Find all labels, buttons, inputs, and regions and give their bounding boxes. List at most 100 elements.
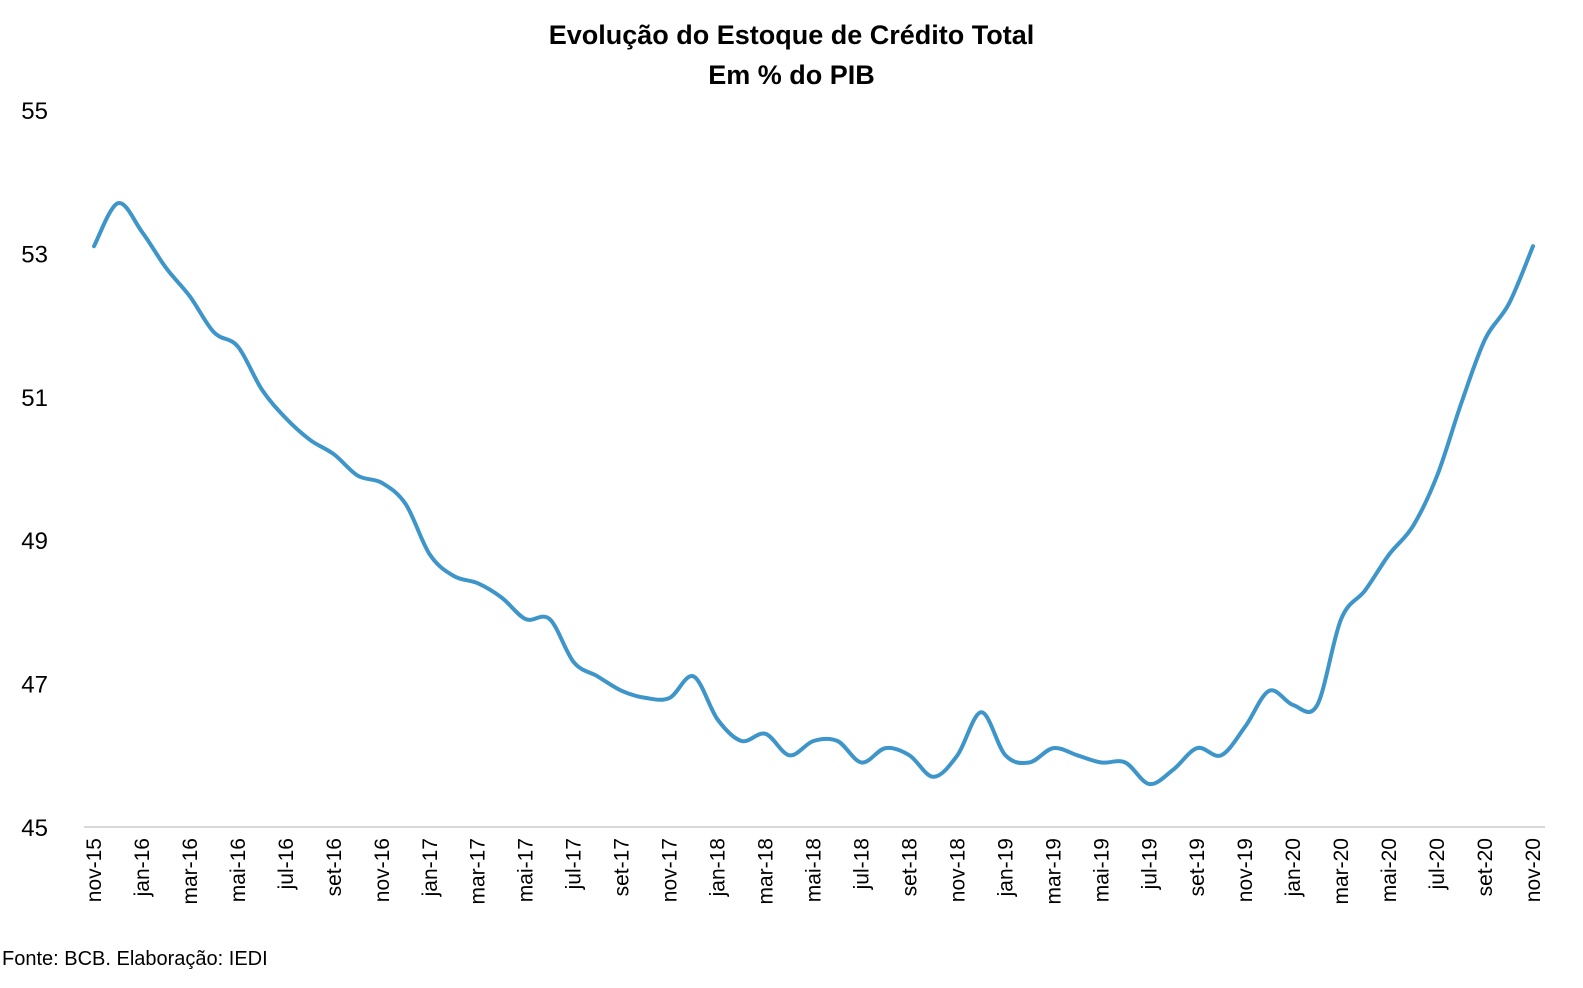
x-tick-label: jul-16: [275, 838, 298, 890]
x-tick-label: set-17: [611, 838, 634, 896]
data-point: fev-16: 52.8: [164, 266, 168, 270]
data-point: nov-20: 53.1: [1531, 244, 1535, 248]
y-tick-label: 53: [21, 241, 48, 268]
data-point: jan-17: 48.8: [428, 553, 432, 557]
x-tick-label: jul-18: [850, 838, 873, 890]
data-point: dez-16: 49.5: [404, 502, 408, 506]
data-point: mai-20: 48.8: [1387, 553, 1391, 557]
data-point: fev-20: 46.7: [1315, 703, 1319, 707]
data-point: nov-16: 49.8: [380, 481, 384, 485]
x-tick-label: set-18: [898, 838, 921, 896]
data-point: jan-16: 53.3: [140, 230, 144, 234]
x-tick-label: jan-17: [419, 838, 442, 897]
x-tick-label: mar-18: [755, 838, 778, 905]
data-point: mar-16: 52.4: [188, 294, 192, 298]
data-point: mar-17: 48.4: [476, 581, 480, 585]
x-tick-label: mai-19: [1090, 838, 1113, 902]
data-point: mai-17: 47.9: [524, 617, 528, 621]
data-point: nov-15: 53.1: [92, 244, 96, 248]
data-point: jul-17: 47.3: [572, 660, 576, 664]
y-axis-ticks: 45 47 49 51 53 55: [21, 98, 48, 842]
x-tick-label: set-19: [1186, 838, 1209, 896]
data-point: ago-19: 45.8: [1171, 768, 1175, 772]
chart-title: Evolução do Estoque de Crédito Total: [548, 20, 1035, 50]
data-point: nov-17: 46.8: [668, 696, 672, 700]
x-tick-label: nov-19: [1234, 838, 1257, 902]
data-point: out-19: 46: [1219, 753, 1223, 757]
x-tick-label: mar-19: [1042, 838, 1065, 905]
data-point: set-16: 50.2: [332, 452, 336, 456]
data-point: jan-18: 46.5: [716, 717, 720, 721]
x-tick-label: jul-20: [1426, 838, 1449, 890]
data-point: jul-18: 45.9: [859, 760, 863, 764]
data-point: fev-17: 48.5: [452, 574, 456, 578]
x-tick-label: set-16: [323, 838, 346, 896]
x-tick-label: jan-16: [131, 838, 154, 897]
data-point: dez-19: 46.9: [1267, 689, 1271, 693]
data-point: jan-19: 46: [1003, 753, 1007, 757]
data-point: jun-18: 46.2: [835, 739, 839, 743]
data-point: jun-20: 49.2: [1411, 524, 1415, 528]
data-point: ago-20: 50.9: [1459, 402, 1463, 406]
data-point: jan-20: 46.7: [1291, 703, 1295, 707]
data-point: abr-20: 48.3: [1363, 588, 1367, 592]
data-point: dez-15: 53.7: [116, 201, 120, 205]
data-point: jun-17: 47.9: [548, 617, 552, 621]
x-tick-label: nov-20: [1522, 838, 1545, 902]
x-tick-label: mar-20: [1330, 838, 1353, 905]
x-tick-label: jul-17: [563, 838, 586, 890]
data-point: jul-20: 49.9: [1435, 474, 1439, 478]
line-chart: 45 47 49 51 53 55 nov-15 jan-16 mar-16 mai-16 jul…: [21, 98, 1545, 905]
data-point: mar-20: 47.9: [1339, 617, 1343, 621]
x-tick-label: mar-17: [467, 838, 490, 905]
x-tick-label: jul-19: [1138, 838, 1161, 890]
data-point: jun-16: 51.1: [260, 388, 264, 392]
data-point: abr-18: 46: [788, 753, 792, 757]
data-point: mai-16: 51.7: [236, 345, 240, 349]
x-tick-label: nov-16: [371, 838, 394, 902]
data-point: nov-19: 46.4: [1243, 725, 1247, 729]
x-tick-label: jan-19: [994, 838, 1017, 897]
source-note: Fonte: BCB. Elaboração: IEDI: [2, 948, 268, 970]
data-point: set-19: 46.1: [1195, 746, 1199, 750]
data-point: ago-16: 50.4: [308, 438, 312, 442]
y-tick-label: 45: [21, 815, 48, 842]
x-tick-label: jan-18: [707, 838, 730, 897]
data-point: set-18: 46: [907, 753, 911, 757]
y-tick-label: 51: [21, 385, 48, 412]
data-point: dez-17: 47.1: [692, 674, 696, 678]
x-tick-label: mai-20: [1378, 838, 1401, 902]
data-point: fev-18: 46.2: [740, 739, 744, 743]
y-tick-label: 55: [21, 98, 48, 125]
x-tick-label: mar-16: [179, 838, 202, 905]
data-point: out-17: 46.8: [644, 696, 648, 700]
x-axis-ticks: nov-15 jan-16 mar-16 mai-16 jul-16 set-16 nov-…: [83, 838, 1545, 905]
x-tick-label: mai-17: [515, 838, 538, 902]
data-point: ago-17: 47.1: [596, 674, 600, 678]
x-tick-label: set-20: [1474, 838, 1497, 896]
data-point: out-18: 45.7: [931, 775, 935, 779]
data-point: ago-18: 46.1: [883, 746, 887, 750]
x-tick-label: mai-18: [803, 838, 826, 902]
series-line: [92, 201, 1535, 787]
data-point: set-20: 51.8: [1483, 337, 1487, 341]
data-point: abr-17: 48.2: [500, 596, 504, 600]
x-tick-label: mai-16: [227, 838, 250, 902]
data-point: abr-19: 46: [1075, 753, 1079, 757]
data-point: dez-18: 46.6: [979, 710, 983, 714]
y-tick-label: 47: [21, 672, 48, 699]
data-point: jun-19: 45.9: [1123, 760, 1127, 764]
data-point: jul-19: 45.6: [1147, 782, 1151, 786]
data-point: out-16: 49.9: [356, 474, 360, 478]
data-point: mai-18: 46.2: [812, 739, 816, 743]
x-tick-label: nov-15: [83, 838, 106, 902]
y-tick-label: 49: [21, 528, 48, 555]
data-point: mai-19: 45.9: [1099, 760, 1103, 764]
data-point: mar-18: 46.3: [764, 732, 768, 736]
data-point: nov-18: 46: [955, 753, 959, 757]
x-tick-label: nov-18: [946, 838, 969, 902]
x-tick-label: jan-20: [1282, 838, 1305, 897]
data-point: out-20: 52.3: [1507, 302, 1511, 306]
data-point: set-17: 46.9: [620, 689, 624, 693]
data-point: jul-16: 50.7: [284, 416, 288, 420]
